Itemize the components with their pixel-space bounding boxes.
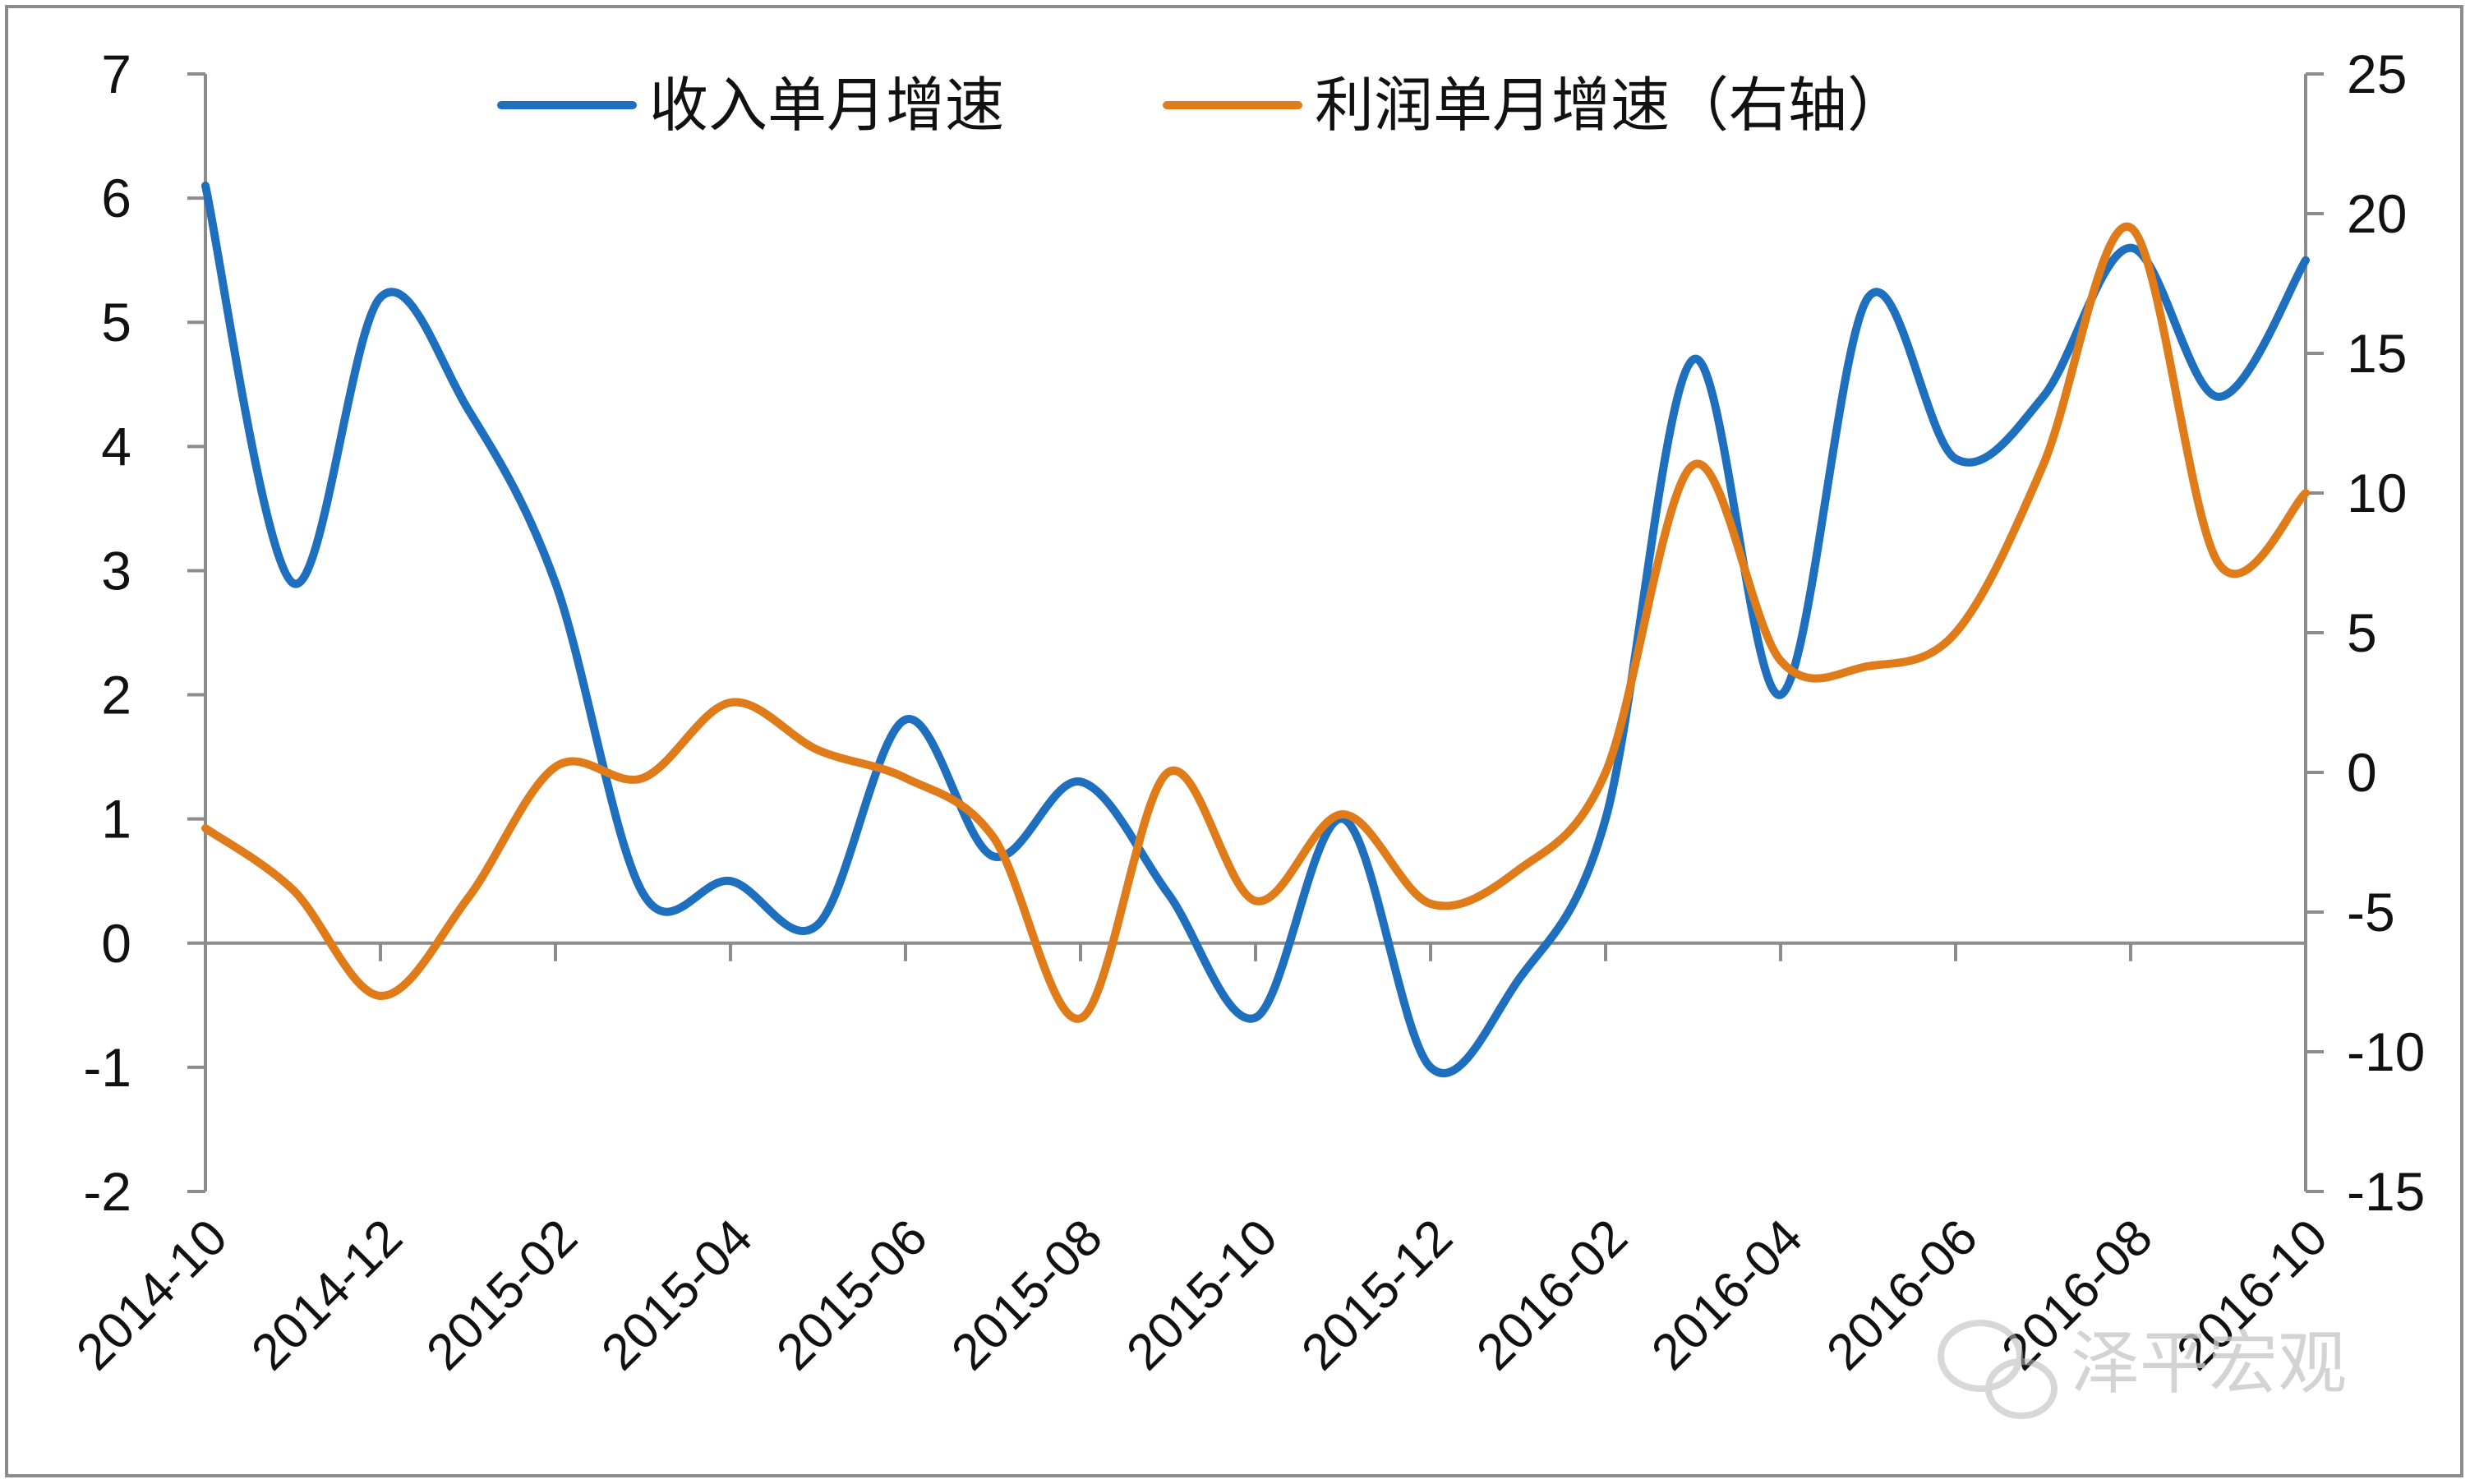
x-axis-tick-label: 2016-04 xyxy=(1641,1209,1813,1381)
left-axis-tick-label: -2 xyxy=(83,1161,131,1222)
left-axis-tick-label: 2 xyxy=(101,665,131,726)
x-axis-tick-label: 2014-10 xyxy=(66,1209,238,1381)
left-axis-tick-label: 4 xyxy=(101,416,131,477)
right-axis-tick-label: 15 xyxy=(2347,323,2407,384)
wechat-icon xyxy=(1938,1320,2058,1419)
right-axis-tick-label: 25 xyxy=(2347,44,2407,104)
x-axis-tick-label: 2015-04 xyxy=(591,1209,763,1381)
left-axis-tick-label: 0 xyxy=(101,913,131,974)
watermark: 泽平宏观 xyxy=(1938,1320,2347,1419)
chart-container: -2 -1 0 1 2 3 4 5 6 7 -15 -10 -5 0 5 10 15 20 25 2014-10 201… xyxy=(5,5,2463,1477)
x-axis-tick-label: 2014-12 xyxy=(241,1209,413,1381)
right-axis-tick-label: -5 xyxy=(2347,882,2395,942)
x-axis-tick-label: 2015-08 xyxy=(941,1209,1113,1381)
left-axis-tick-label: 7 xyxy=(101,44,131,104)
right-axis-tick-label: 5 xyxy=(2347,602,2377,663)
legend-label: 收入单月增速 xyxy=(649,71,1004,140)
right-axis-tick-label: 10 xyxy=(2347,463,2407,523)
x-axis-tick-label: 2016-06 xyxy=(1816,1209,1988,1381)
right-axis-tick-label: -15 xyxy=(2347,1161,2425,1222)
right-axis-tick-label: 0 xyxy=(2347,742,2377,803)
x-axis-tick-label: 2015-06 xyxy=(766,1209,938,1381)
left-axis-tick-label: 6 xyxy=(101,168,131,228)
series-lines xyxy=(201,182,2310,1077)
series-line-profit xyxy=(201,222,2310,1023)
x-axis-tick-label: 2016-02 xyxy=(1466,1209,1638,1381)
left-axis-tick-label: 5 xyxy=(101,292,131,353)
legend-label: 利润单月增速（右轴） xyxy=(1315,71,1906,140)
left-axis-tick-label: -1 xyxy=(83,1037,131,1098)
left-axis-tick-label: 3 xyxy=(101,540,131,601)
watermark-text: 泽平宏观 xyxy=(2071,1323,2347,1403)
legend: 收入单月增速 利润单月增速（右轴） xyxy=(497,71,1906,140)
series-line-revenue xyxy=(201,182,2310,1077)
x-axis-tick-label: 2015-12 xyxy=(1291,1209,1463,1381)
left-axis-tick-label: 1 xyxy=(101,789,131,850)
x-axis-tick-label: 2015-02 xyxy=(416,1209,588,1381)
right-axis-tick-label: -10 xyxy=(2347,1021,2425,1082)
x-axis-tick-label: 2015-10 xyxy=(1116,1209,1288,1381)
right-axis-tick-label: 20 xyxy=(2347,183,2407,244)
